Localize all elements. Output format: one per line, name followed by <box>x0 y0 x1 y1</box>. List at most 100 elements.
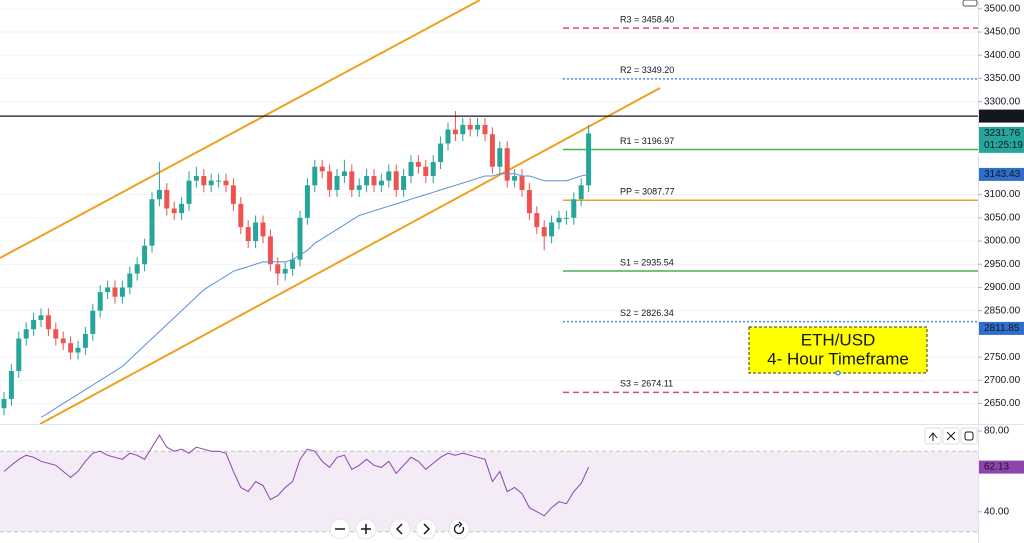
candle-body <box>119 287 125 297</box>
candle-body <box>578 185 584 200</box>
anchor-handle[interactable] <box>835 370 841 376</box>
y-tick-label: 80.00 <box>984 426 1009 437</box>
y-tick-label: 3500.00 <box>984 3 1021 14</box>
y-tick-label: 3450.00 <box>984 27 1021 38</box>
candle-body <box>260 222 266 237</box>
candle-body <box>193 176 199 181</box>
candle-body <box>223 180 229 186</box>
candle-body <box>179 203 185 214</box>
candle-body <box>82 333 88 348</box>
candle-body <box>349 171 355 190</box>
candle-body <box>319 166 325 172</box>
candle-body <box>445 129 451 144</box>
candle-body <box>1 398 7 409</box>
candle-body <box>497 148 503 167</box>
y-tick-label: 2750.00 <box>984 352 1021 363</box>
pivot-label: S2 = 2826.34 <box>620 308 674 318</box>
candle-body <box>393 171 399 190</box>
price-label: 2811.85 <box>984 323 1020 334</box>
candle-body <box>312 166 318 186</box>
candle-body <box>171 208 177 214</box>
candle-body <box>112 287 118 297</box>
pivot-label: S1 = 2935.54 <box>620 257 674 267</box>
candle-body <box>16 338 22 372</box>
y-tick-label: 3100.00 <box>984 189 1021 200</box>
icon <box>453 521 465 535</box>
candle-body <box>75 347 81 353</box>
candle-body <box>438 143 444 163</box>
icon <box>423 523 431 535</box>
countdown-label: 01:25:19 <box>984 140 1023 151</box>
candle-body <box>386 171 392 181</box>
candle-body <box>156 189 162 200</box>
candle-body <box>534 213 540 228</box>
candle-body <box>31 319 37 330</box>
pivot-label: R1 = 3196.97 <box>620 136 674 146</box>
y-tick-label: 3000.00 <box>984 236 1021 247</box>
candle-body <box>341 171 347 177</box>
pivot-label: PP = 3087.77 <box>620 187 675 197</box>
candle-body <box>208 180 214 186</box>
zoom-toolbar <box>329 518 470 540</box>
candle-body <box>297 217 303 260</box>
candle-body <box>23 329 29 339</box>
price-label: 3231.76 <box>984 128 1021 139</box>
pivot-label: R2 = 3349.20 <box>620 65 674 75</box>
price-label-box <box>979 109 1024 123</box>
rsi-band <box>0 451 978 532</box>
candle-body <box>275 264 281 274</box>
annotation-line: 4- Hour Timeframe <box>767 349 909 368</box>
candle-body <box>68 343 74 353</box>
channel-upper <box>0 0 481 259</box>
candle-body <box>267 236 273 265</box>
candle-body <box>519 176 525 190</box>
y-tick-label: 3400.00 <box>984 50 1021 61</box>
price-label: 3269.01 <box>984 111 1021 122</box>
candle-body <box>38 315 44 320</box>
candle-body <box>489 134 495 167</box>
candle-body <box>423 166 429 177</box>
channel-lower <box>39 87 661 425</box>
candle-body <box>238 203 244 228</box>
candle-body <box>556 217 562 223</box>
scroll-left-button[interactable] <box>389 518 411 540</box>
candle-body <box>401 176 407 190</box>
candle-body <box>216 180 222 182</box>
candle-body <box>364 176 370 186</box>
candle-body <box>512 176 518 181</box>
pivot-label: S3 = 2674.11 <box>620 379 673 389</box>
y-tick-label: 2700.00 <box>984 375 1021 386</box>
candle-body <box>105 287 111 293</box>
icon <box>361 524 371 534</box>
reset-button[interactable] <box>448 518 470 540</box>
candle-body <box>408 162 414 177</box>
pivot-label: R3 = 3458.40 <box>620 15 674 25</box>
candle-body <box>415 162 421 167</box>
candle-body <box>504 148 510 181</box>
scroll-right-button[interactable] <box>415 518 437 540</box>
settings-button[interactable] <box>962 0 978 7</box>
candle-body <box>134 264 140 274</box>
y-tick-label: 2950.00 <box>984 259 1021 270</box>
candle-body <box>8 371 14 399</box>
price-label-box <box>979 167 1024 181</box>
pane-buttons <box>924 427 978 445</box>
candle-body <box>371 176 377 186</box>
candle-body <box>526 189 532 214</box>
candle-body <box>549 222 555 237</box>
candle-body <box>290 259 296 269</box>
candle-body <box>563 217 569 219</box>
candle-body <box>475 124 481 130</box>
candle-body <box>201 176 207 186</box>
candle-body <box>378 180 384 186</box>
icon <box>928 432 938 441</box>
candle-body <box>452 129 458 135</box>
maximize-button[interactable] <box>960 427 978 445</box>
rsi-pane <box>0 434 978 533</box>
icon <box>395 523 403 535</box>
icon <box>946 431 956 441</box>
rsi-value-box <box>979 460 1024 474</box>
candle-body <box>467 124 473 130</box>
candle-body <box>586 133 592 186</box>
